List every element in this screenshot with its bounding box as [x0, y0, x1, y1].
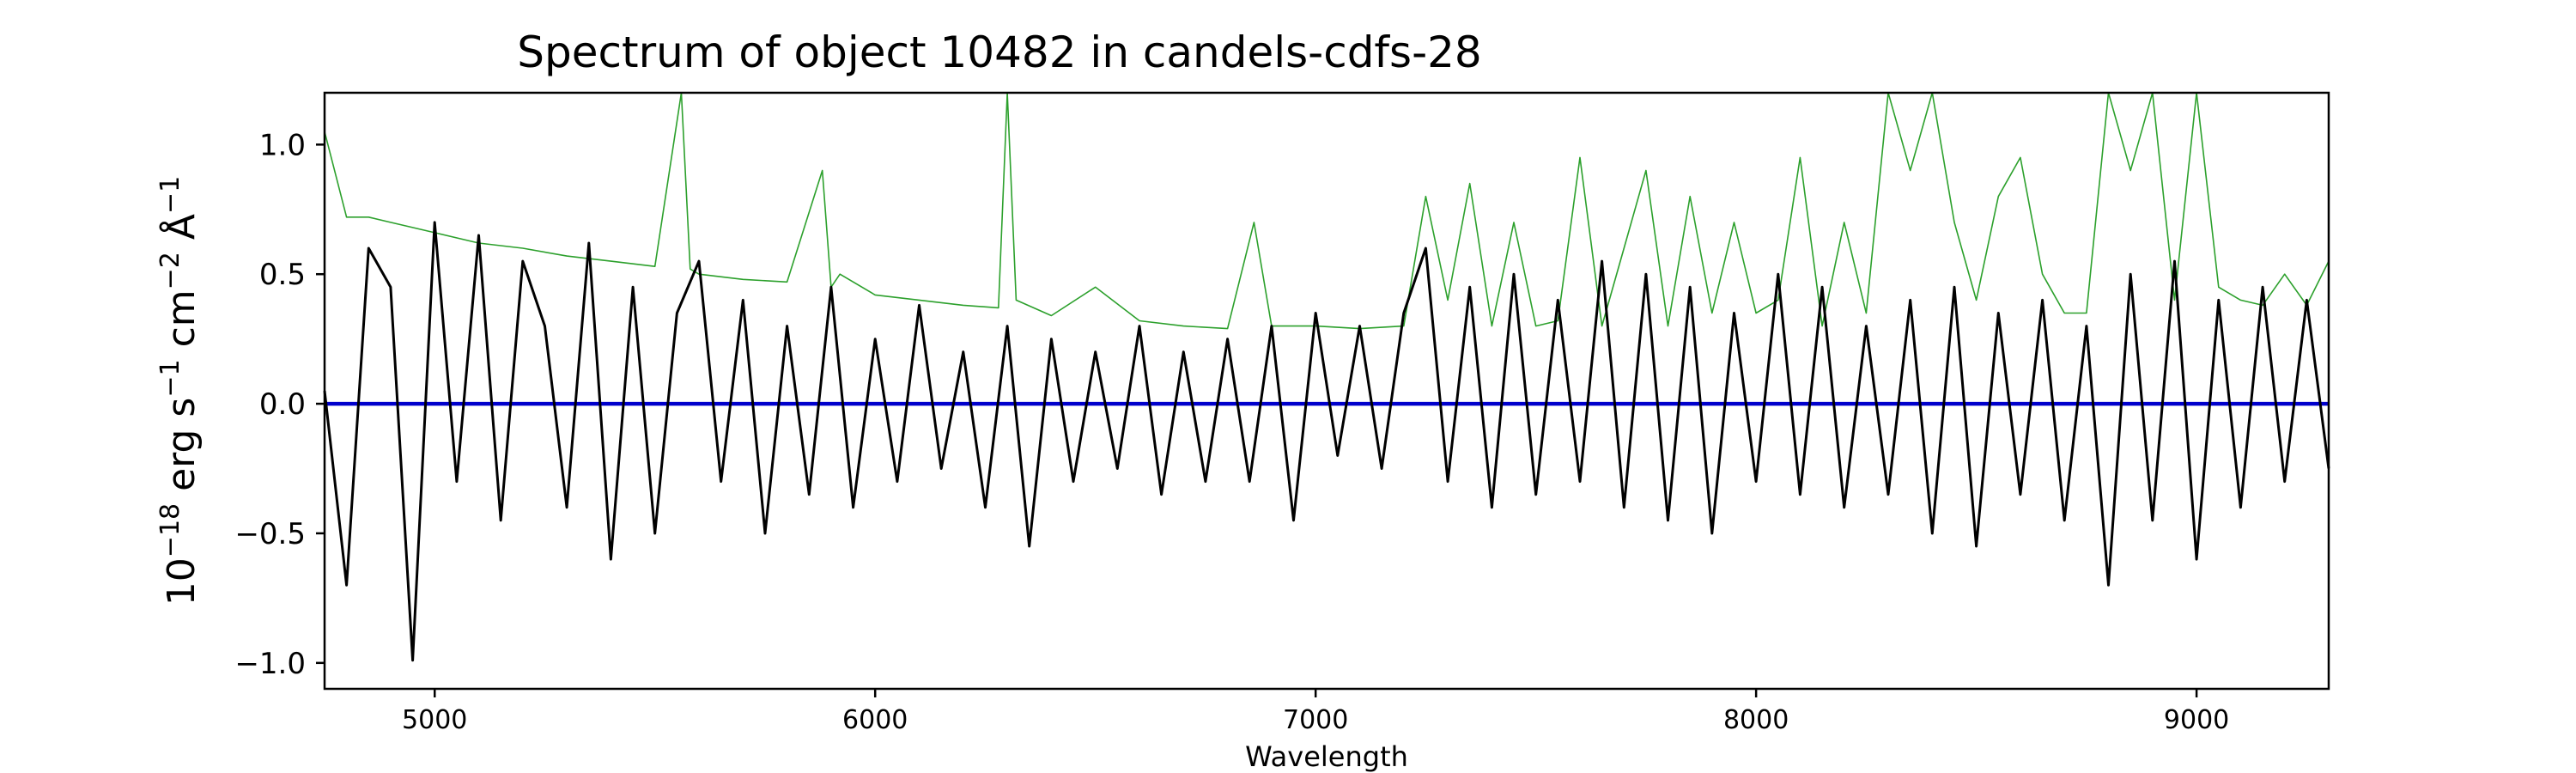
flux-line	[323, 221, 2330, 662]
y-axis-label: 10−18 erg s−1 cm−2 Å−1	[155, 176, 204, 606]
flux-spectrum	[323, 221, 2330, 662]
y-label-exp4: −1	[155, 176, 185, 214]
plot-frame	[323, 91, 2330, 691]
x-axis: 5000 6000 7000 8000 9000	[402, 689, 2229, 735]
y-label-unit2: cm	[160, 289, 204, 359]
y-tick-label: 0.5	[259, 258, 306, 292]
x-tick-label: 5000	[402, 705, 467, 735]
x-tick-label: 7000	[1283, 705, 1348, 735]
error-line	[324, 92, 2330, 330]
chart-title: Spectrum of object 10482 in candels-cdfs…	[517, 27, 1482, 77]
plot-area	[323, 91, 2330, 691]
y-label-exp1: −18	[155, 503, 185, 557]
y-label-exp3: −2	[155, 252, 185, 289]
y-tick-label: −0.5	[234, 517, 306, 551]
y-tick-label: 1.0	[259, 128, 306, 162]
y-label-base: 10	[160, 557, 204, 606]
y-label-unit3: Å	[158, 214, 204, 252]
x-tick-label: 9000	[2164, 705, 2229, 735]
y-axis: 1.0 0.5 0.0 −0.5 −1.0	[234, 128, 325, 681]
error-spectrum	[324, 92, 2330, 330]
y-tick-label: 0.0	[259, 387, 306, 422]
y-label-unit1: erg s	[160, 398, 204, 503]
x-tick-label: 8000	[1723, 705, 1789, 735]
x-axis-label: Wavelength	[1245, 740, 1408, 773]
x-tick-label: 6000	[842, 705, 908, 735]
y-tick-label: −1.0	[234, 647, 306, 681]
y-label-exp2: −1	[155, 359, 185, 397]
